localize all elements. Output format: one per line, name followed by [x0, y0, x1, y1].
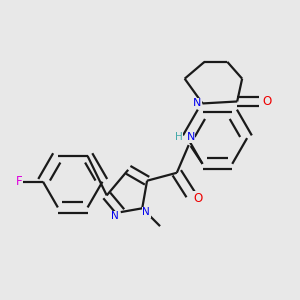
Text: O: O: [262, 95, 272, 108]
Text: F: F: [16, 175, 23, 188]
Text: O: O: [193, 192, 202, 205]
Text: N: N: [194, 98, 202, 109]
Text: H: H: [175, 132, 183, 142]
Text: N: N: [111, 211, 119, 221]
Text: N: N: [142, 207, 150, 217]
Text: N: N: [187, 132, 195, 142]
